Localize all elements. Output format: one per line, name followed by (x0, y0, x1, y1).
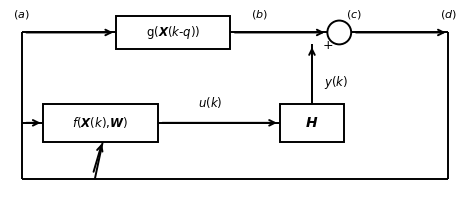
Text: ($c$): ($c$) (346, 8, 362, 21)
Bar (116, 16, 230, 49)
Text: g($\boldsymbol{X}$($k$-$q$)): g($\boldsymbol{X}$($k$-$q$)) (146, 24, 200, 41)
Text: ($b$): ($b$) (251, 8, 268, 21)
Text: ($d$): ($d$) (440, 8, 457, 21)
Bar (280, 104, 344, 142)
Text: +: + (323, 39, 334, 52)
Text: $\boldsymbol{H}$: $\boldsymbol{H}$ (305, 116, 319, 130)
Text: $u$($k$): $u$($k$) (198, 95, 222, 110)
Text: $y$($k$): $y$($k$) (324, 74, 349, 91)
Bar (44, 104, 157, 142)
Circle shape (328, 20, 351, 44)
Text: $f$($\boldsymbol{X}$($k$),$\boldsymbol{W}$): $f$($\boldsymbol{X}$($k$),$\boldsymbol{W… (73, 115, 128, 130)
Text: ($a$): ($a$) (13, 8, 30, 21)
